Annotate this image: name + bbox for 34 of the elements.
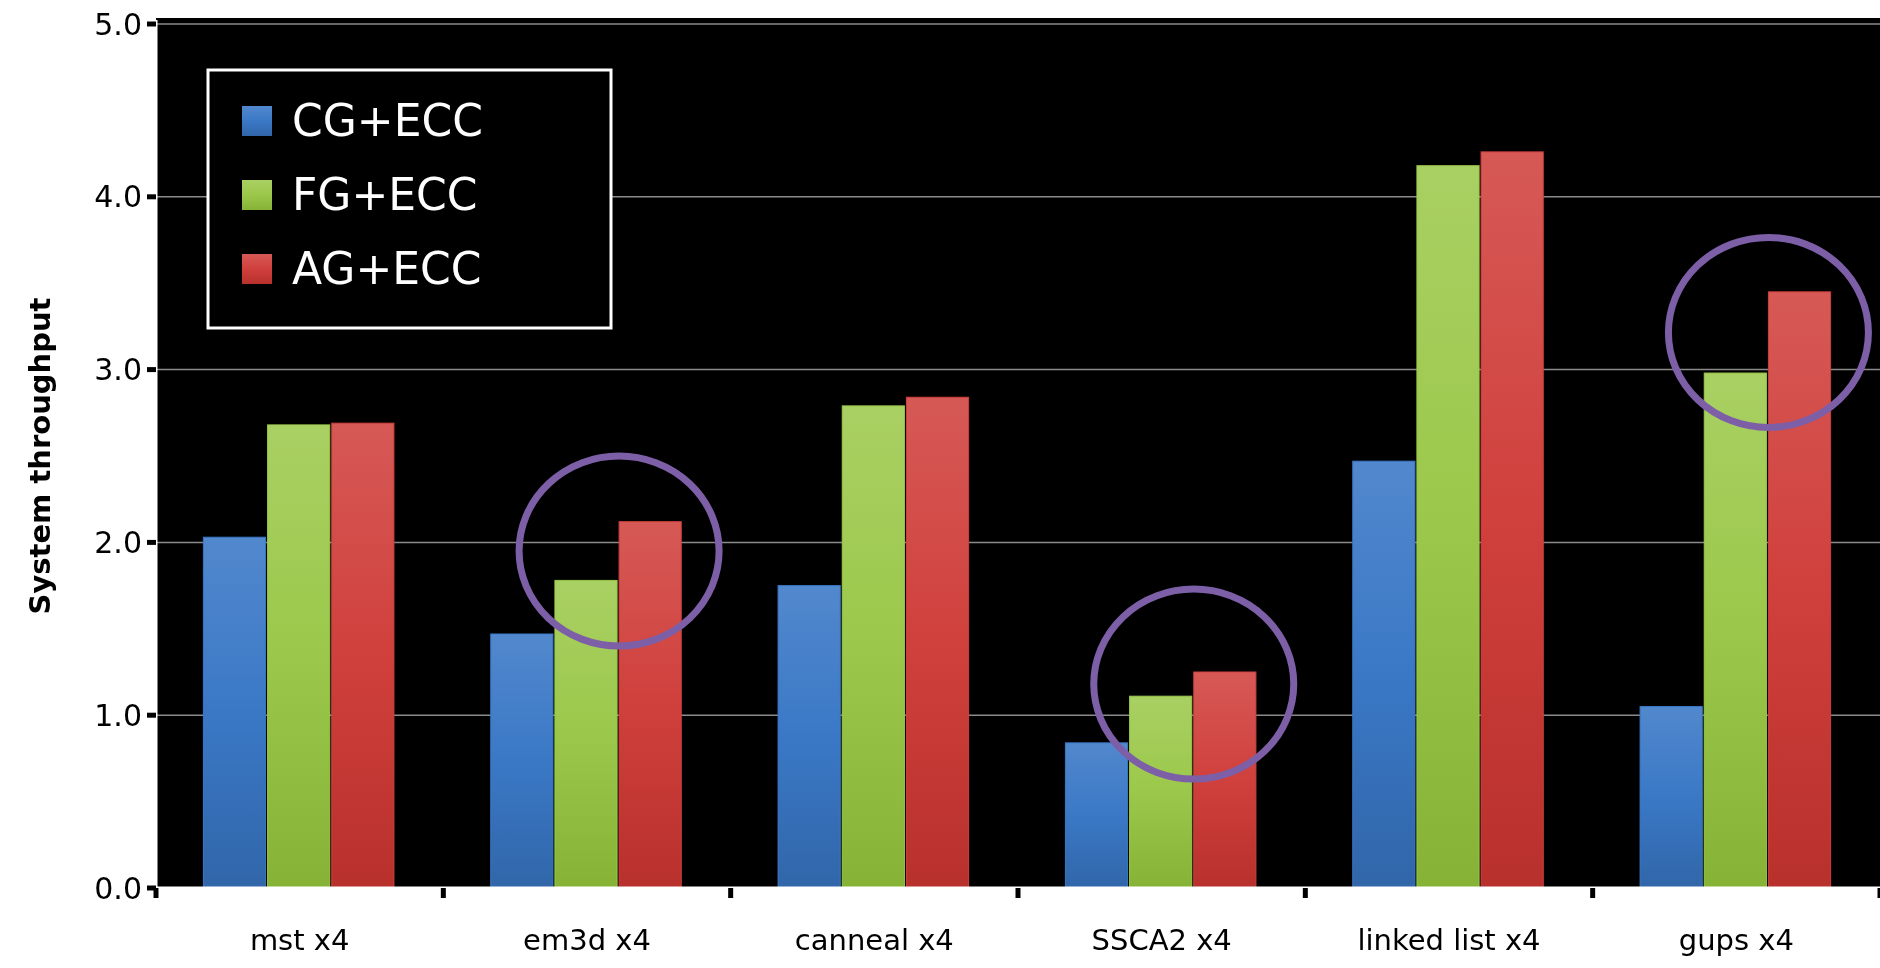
x-tick-label: canneal x4 bbox=[794, 923, 954, 957]
bar bbox=[202, 536, 267, 889]
bar bbox=[267, 424, 331, 889]
bar bbox=[905, 396, 970, 889]
bar bbox=[1416, 165, 1480, 889]
y-tick-label: 4.0 bbox=[94, 179, 142, 215]
y-tick-label: 3.0 bbox=[94, 352, 142, 388]
bar bbox=[1129, 695, 1193, 889]
x-tick-label: gups x4 bbox=[1678, 923, 1794, 957]
y-tick-label: 2.0 bbox=[94, 524, 142, 560]
x-tick-label: linked list x4 bbox=[1357, 923, 1541, 957]
bar bbox=[1480, 151, 1544, 889]
legend-label: AG+ECC bbox=[292, 243, 482, 295]
bar bbox=[841, 405, 905, 889]
bar bbox=[1193, 671, 1257, 889]
bar bbox=[490, 633, 554, 889]
y-axis-title: System throughput bbox=[23, 297, 57, 615]
bar bbox=[1352, 460, 1416, 889]
bar bbox=[777, 585, 841, 889]
bar bbox=[1639, 706, 1703, 889]
bar bbox=[331, 422, 395, 889]
bar bbox=[1767, 291, 1832, 889]
y-tick-label: 0.0 bbox=[94, 870, 142, 906]
x-tick-label: SSCA2 x4 bbox=[1091, 923, 1232, 957]
bar bbox=[1064, 742, 1129, 889]
bar bbox=[554, 579, 618, 889]
x-tick-label: mst x4 bbox=[249, 923, 350, 957]
bar bbox=[618, 521, 682, 889]
y-tick-label: 5.0 bbox=[94, 6, 142, 42]
x-tick-label: em3d x4 bbox=[523, 923, 651, 957]
y-tick-label: 1.0 bbox=[94, 697, 142, 733]
legend-label: FG+ECC bbox=[292, 169, 478, 221]
legend-label: CG+ECC bbox=[292, 95, 483, 147]
bar bbox=[1703, 372, 1767, 889]
